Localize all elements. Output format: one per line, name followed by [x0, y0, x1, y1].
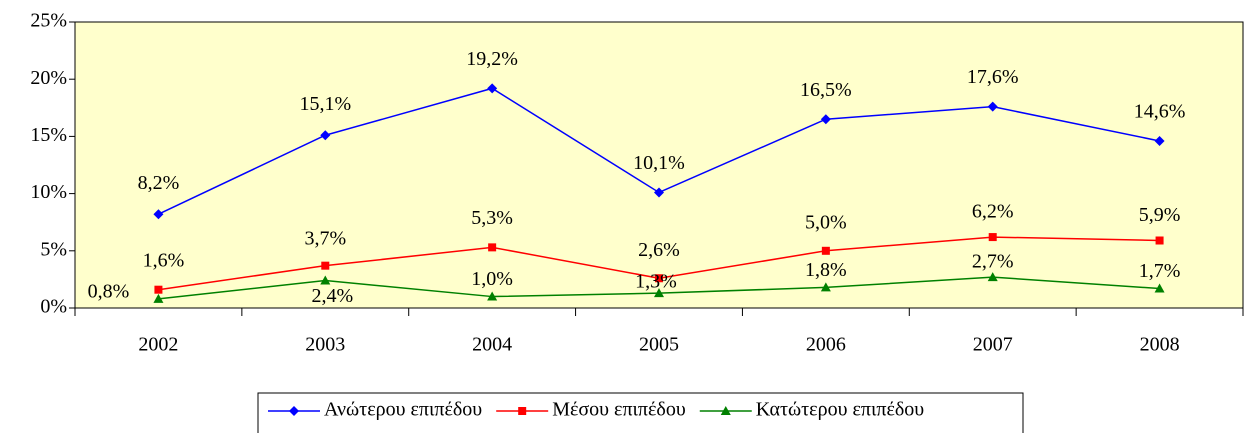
- marker: [987, 272, 998, 282]
- data-label: 1,8%: [805, 259, 847, 281]
- marker: [154, 285, 163, 294]
- marker: [820, 114, 831, 125]
- x-tick-label: 2007: [973, 334, 1013, 356]
- marker: [988, 233, 997, 242]
- x-tick-label: 2003: [305, 334, 345, 356]
- legend-item: Μέσου επιπέδου: [496, 399, 686, 421]
- data-label: 17,6%: [967, 66, 1019, 88]
- data-label: 10,1%: [633, 152, 685, 174]
- data-label: 0,8%: [88, 280, 130, 302]
- x-tick-label: 2002: [138, 334, 178, 356]
- marker: [1155, 236, 1164, 245]
- data-label: 15,1%: [299, 93, 351, 115]
- legend-item: Κατώτερου επιπέδου: [699, 399, 924, 421]
- marker: [321, 261, 330, 270]
- marker: [720, 406, 731, 415]
- marker: [488, 243, 497, 252]
- y-tick-label: 5%: [40, 238, 67, 260]
- y-tick-label: 25%: [30, 10, 67, 32]
- marker: [987, 101, 998, 112]
- marker: [655, 274, 663, 283]
- marker: [153, 293, 164, 303]
- plot-area: [74, 21, 1244, 309]
- data-label: 14,6%: [1134, 101, 1186, 123]
- data-label: 5,0%: [805, 211, 847, 233]
- marker: [289, 406, 299, 416]
- marker: [153, 209, 164, 220]
- data-label: 1,0%: [471, 268, 513, 290]
- data-label: 2,4%: [311, 285, 353, 307]
- legend-box: [257, 392, 1024, 433]
- data-label: 2,7%: [972, 251, 1014, 273]
- x-tick-label: 2006: [806, 334, 846, 356]
- data-label: 1,7%: [1139, 260, 1181, 282]
- marker: [1154, 283, 1165, 293]
- y-tick-label: 15%: [30, 124, 67, 146]
- legend-item: Ανώτερου επιπέδου: [268, 399, 482, 421]
- marker: [320, 275, 331, 285]
- data-label: 5,3%: [471, 207, 513, 229]
- marker: [1154, 135, 1165, 146]
- marker: [320, 130, 331, 141]
- data-label: 6,2%: [972, 201, 1014, 223]
- marker: [654, 187, 664, 198]
- data-label: 8,2%: [138, 172, 180, 194]
- legend-label: Μέσου επιπέδου: [552, 399, 686, 421]
- data-label: 3,7%: [304, 227, 346, 249]
- legend-label: Ανώτερου επιπέδου: [324, 399, 482, 421]
- data-label: 1,3%: [635, 271, 677, 293]
- marker: [654, 288, 664, 298]
- x-tick-label: 2004: [472, 334, 512, 356]
- data-label: 2,6%: [638, 239, 680, 261]
- marker: [821, 246, 830, 255]
- marker: [518, 407, 527, 415]
- data-label: 19,2%: [466, 48, 518, 70]
- legend-label: Κατώτερου επιπέδου: [756, 399, 924, 421]
- y-tick-label: 0%: [40, 296, 67, 318]
- data-label: 5,9%: [1139, 204, 1181, 226]
- marker: [487, 291, 498, 301]
- y-tick-label: 20%: [30, 67, 67, 89]
- x-tick-label: 2008: [1140, 334, 1180, 356]
- marker: [820, 282, 831, 292]
- data-label: 16,5%: [800, 79, 852, 101]
- y-tick-label: 10%: [30, 181, 67, 203]
- data-label: 1,6%: [143, 249, 185, 271]
- x-tick-label: 2005: [639, 334, 679, 356]
- marker: [487, 83, 498, 94]
